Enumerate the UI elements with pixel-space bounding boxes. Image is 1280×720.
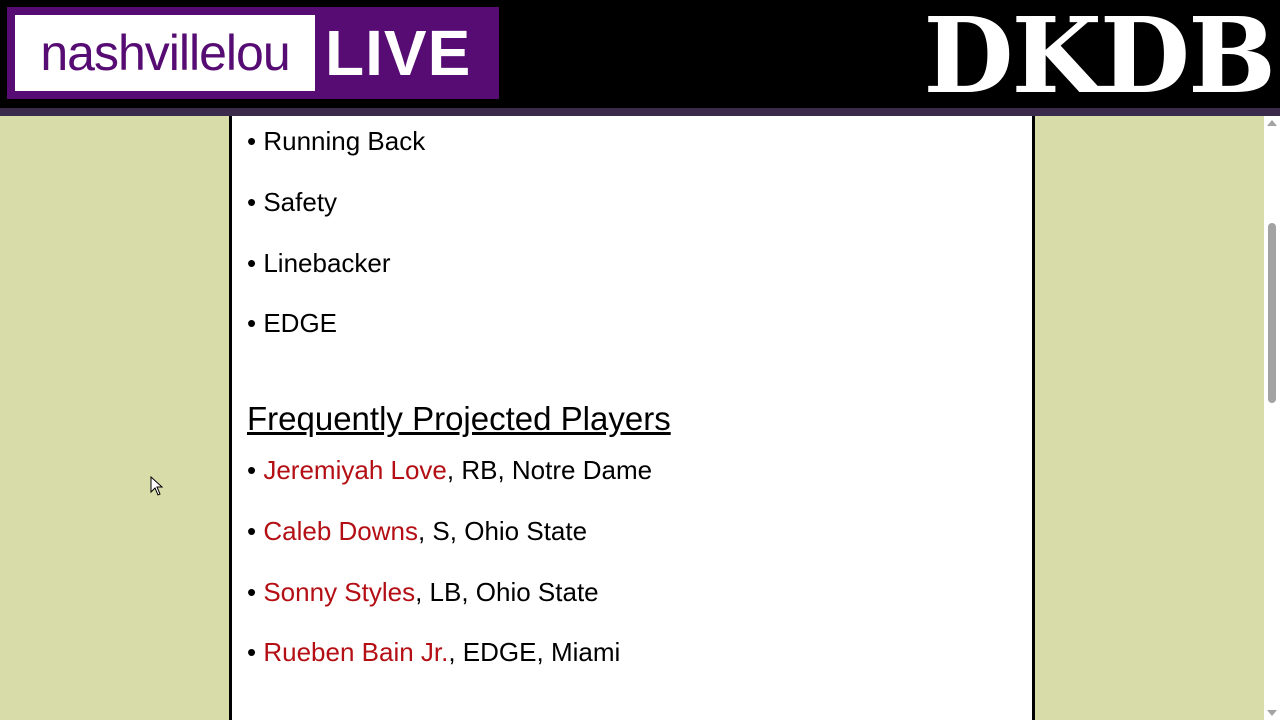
position-item: • Safety: [247, 187, 338, 217]
nashvillelou-live-logo[interactable]: nashvillelou LIVE: [7, 7, 499, 99]
player-link[interactable]: Rueben Bain Jr.: [263, 637, 449, 667]
article-content: • Running Back • Safety • Linebacker • E…: [229, 116, 1035, 720]
player-item: • Jeremiyah Love, RB, Notre Dame: [247, 455, 653, 485]
dkdb-brand: DKDB: [923, 0, 1276, 117]
player-link[interactable]: Caleb Downs: [263, 516, 418, 546]
position-item: • Linebacker: [247, 248, 391, 278]
site-header: nashvillelou LIVE DKDB: [0, 0, 1280, 117]
scroll-down-arrow-icon[interactable]: [1267, 710, 1277, 716]
position-item: • EDGE: [247, 308, 338, 338]
logo-live: LIVE: [325, 17, 472, 89]
player-link[interactable]: Sonny Styles: [263, 577, 416, 607]
scroll-up-arrow-icon[interactable]: [1267, 120, 1277, 126]
player-item: • Rueben Bain Jr., EDGE, Miami: [247, 637, 621, 667]
player-item: • Sonny Styles, LB, Ohio State: [247, 577, 599, 607]
players-heading: Frequently Projected Players: [247, 400, 671, 437]
scrollbar-thumb[interactable]: [1268, 223, 1276, 403]
header-divider: [0, 108, 1280, 116]
player-link[interactable]: Jeremiyah Love: [263, 455, 447, 485]
player-item: • Caleb Downs, S, Ohio State: [247, 516, 588, 546]
mouse-cursor-icon: [150, 476, 164, 496]
position-item: • Running Back: [247, 126, 426, 156]
vertical-scrollbar[interactable]: [1264, 116, 1280, 720]
logo-text: nashvillelou: [15, 15, 315, 91]
